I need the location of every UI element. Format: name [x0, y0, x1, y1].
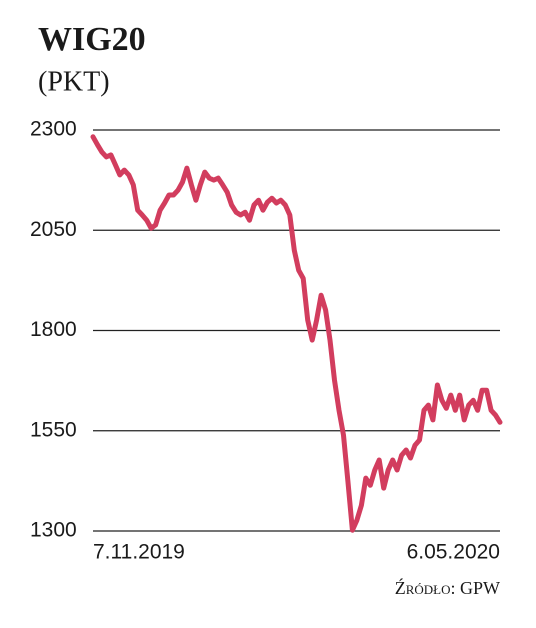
x-tick-label: 7.11.2019 — [93, 541, 185, 564]
y-tick-label: 1300 — [30, 519, 77, 542]
chart-subtitle: (PKT) — [38, 66, 110, 97]
y-tick-label: 1800 — [30, 318, 77, 341]
y-tick-label: 2050 — [30, 218, 77, 241]
x-tick-label: 6.05.2020 — [407, 541, 500, 564]
source: Źródło: GPW — [395, 577, 500, 598]
y-tick-label: 1550 — [30, 418, 77, 441]
data-line — [90, 134, 503, 533]
y-tick-label: 2300 — [30, 118, 77, 141]
chart-title: WIG20 — [38, 21, 146, 58]
